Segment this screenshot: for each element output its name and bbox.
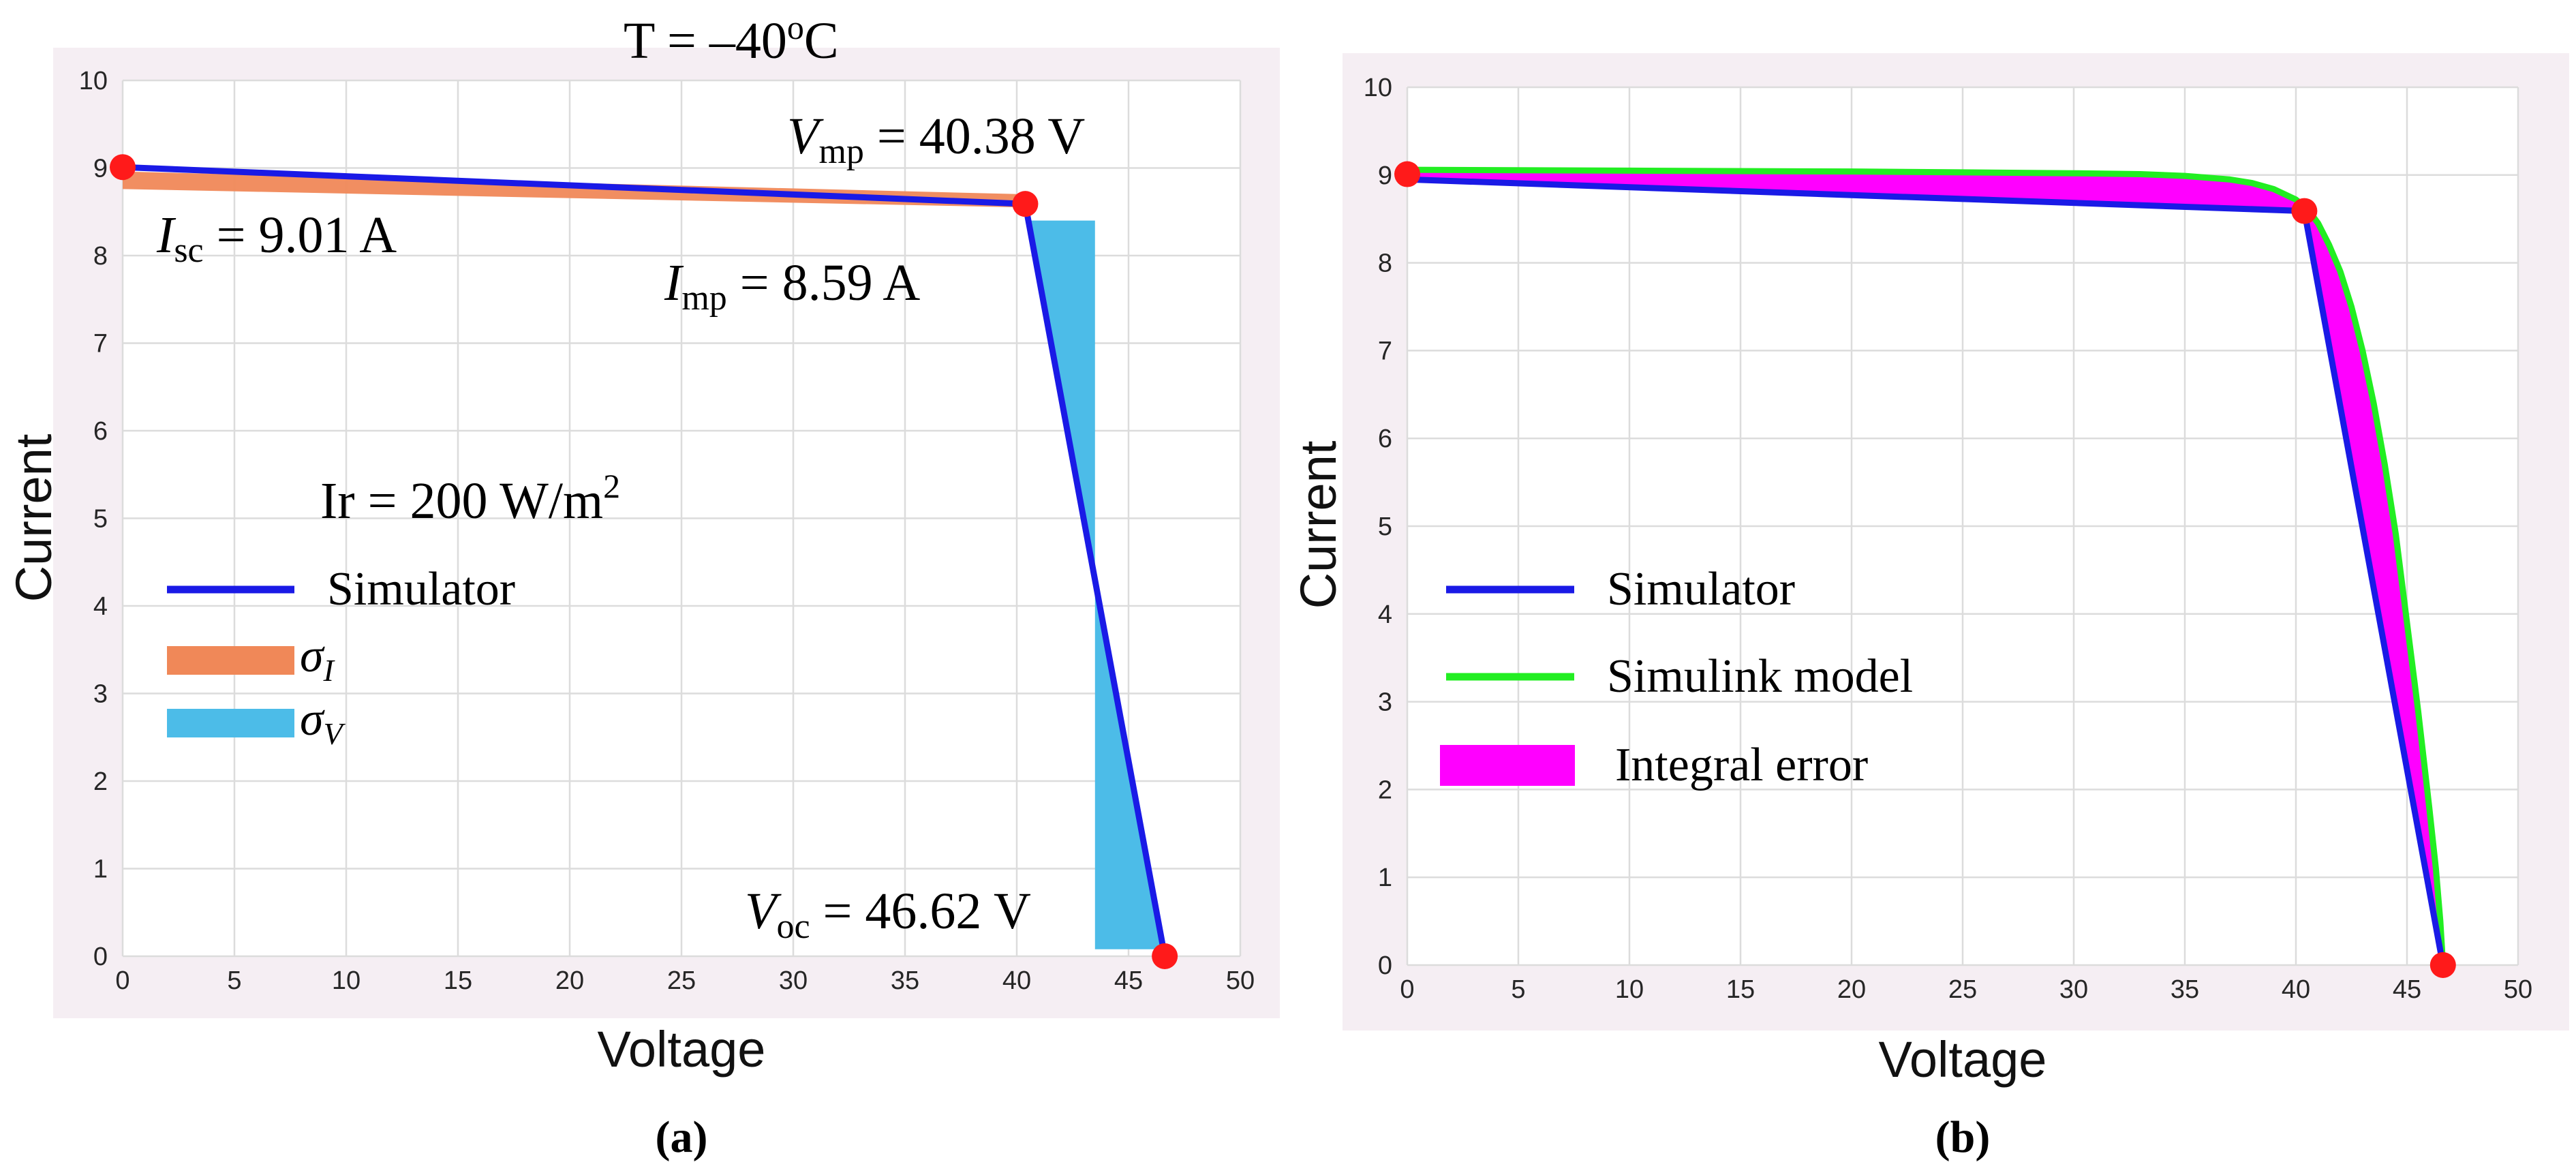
a-ytick-label: 5 [93, 505, 108, 534]
legend-a-sigma-v-label: σV [300, 693, 346, 751]
a-ytick-label: 4 [93, 592, 108, 621]
b-ytick-label: 2 [1378, 776, 1392, 804]
b-xtick-label: 10 [1615, 975, 1644, 1004]
legend-a-sigma-i-swatch [167, 646, 294, 675]
panel-a-title: T = –40oC [624, 8, 839, 70]
a-point-mpp [1012, 191, 1039, 217]
a-ytick-label: 3 [93, 680, 108, 709]
b-xtick-label: 30 [2059, 975, 2088, 1004]
panel-a-y-axis-label: Current [5, 433, 62, 602]
b-ytick-label: 4 [1378, 600, 1392, 629]
panel-b-x-axis-label: Voltage [1879, 1031, 2047, 1088]
b-xtick-label: 35 [2171, 975, 2199, 1004]
a-xtick-label: 30 [779, 966, 808, 995]
a-xtick-label: 40 [1002, 966, 1031, 995]
irradiance-annotation: Ir = 200 W/m2 [320, 467, 620, 530]
panel-b-caption: (b) [1935, 1112, 1991, 1162]
b-point-isc [1394, 161, 1420, 187]
a-xtick-label: 15 [444, 966, 472, 995]
vmp-annotation: Vmp = 40.38 V [787, 108, 1085, 171]
b-ytick-label: 3 [1378, 688, 1392, 717]
legend-b-simulator-label: Simulator [1607, 563, 1795, 615]
a-point-voc [1152, 943, 1178, 969]
panel-a-key-points [110, 154, 1178, 969]
b-ytick-label: 5 [1378, 513, 1392, 541]
panel-a-caption: (a) [656, 1112, 708, 1162]
a-ytick-label: 0 [93, 943, 108, 971]
b-ytick-label: 8 [1378, 249, 1392, 278]
b-ytick-label: 10 [1364, 74, 1392, 102]
legend-b-simulink-label: Simulink model [1607, 650, 1913, 703]
a-xtick-label: 0 [115, 966, 129, 995]
a-xtick-label: 45 [1114, 966, 1143, 995]
a-xtick-label: 5 [227, 966, 241, 995]
b-point-mpp [2291, 198, 2318, 224]
b-xtick-label: 45 [2393, 975, 2421, 1004]
a-ytick-label: 2 [93, 767, 108, 796]
b-ytick-label: 9 [1378, 162, 1392, 190]
panel-a-grid [121, 79, 1242, 958]
b-xtick-label: 5 [1511, 975, 1525, 1004]
legend-b-integral-error-label: Integral error [1615, 739, 1868, 791]
b-xtick-label: 25 [1948, 975, 1977, 1004]
panel-a-legend: Simulator σI σV [167, 563, 515, 751]
b-xtick-label: 0 [1400, 975, 1414, 1004]
b-ytick-label: 0 [1378, 951, 1392, 980]
imp-annotation: Imp = 8.59 A [664, 254, 920, 318]
panel-a-x-axis-label: Voltage [598, 1021, 766, 1078]
b-xtick-label: 20 [1837, 975, 1866, 1004]
a-ytick-label: 7 [93, 330, 108, 358]
b-ytick-label: 7 [1378, 337, 1392, 365]
a-xtick-label: 10 [332, 966, 361, 995]
panel-b-key-points [1394, 161, 2456, 978]
a-xtick-label: 20 [555, 966, 584, 995]
b-series-simulink-model [1407, 166, 2447, 966]
panel-b-legend: Simulator Simulink model Integral error [1440, 563, 1913, 791]
a-xtick-label: 35 [891, 966, 919, 995]
b-point-voc [2429, 952, 2456, 978]
legend-a-sigma-i-label: σI [300, 630, 336, 688]
a-xtick-label: 50 [1226, 966, 1255, 995]
b-xtick-label: 40 [2282, 975, 2310, 1004]
a-ytick-label: 1 [93, 855, 108, 884]
a-ytick-label: 9 [93, 155, 108, 183]
a-ytick-label: 10 [79, 67, 108, 95]
a-ytick-label: 8 [93, 242, 108, 271]
panel-b-y-axis-label: Current [1290, 440, 1347, 609]
b-ytick-label: 1 [1378, 864, 1392, 892]
sigma-i-band [123, 171, 1026, 208]
legend-a-simulator-label: Simulator [327, 563, 515, 615]
isc-annotation: Isc = 9.01 A [156, 207, 397, 270]
b-xtick-label: 15 [1726, 975, 1755, 1004]
b-xtick-label: 50 [2504, 975, 2532, 1004]
b-ytick-label: 6 [1378, 425, 1392, 453]
a-point-isc [110, 154, 136, 181]
legend-a-sigma-v-swatch [167, 709, 294, 737]
a-xtick-label: 25 [667, 966, 696, 995]
voc-annotation: Voc = 46.62 V [745, 883, 1031, 946]
a-ytick-label: 6 [93, 417, 108, 446]
legend-b-integral-error-swatch [1440, 745, 1575, 786]
